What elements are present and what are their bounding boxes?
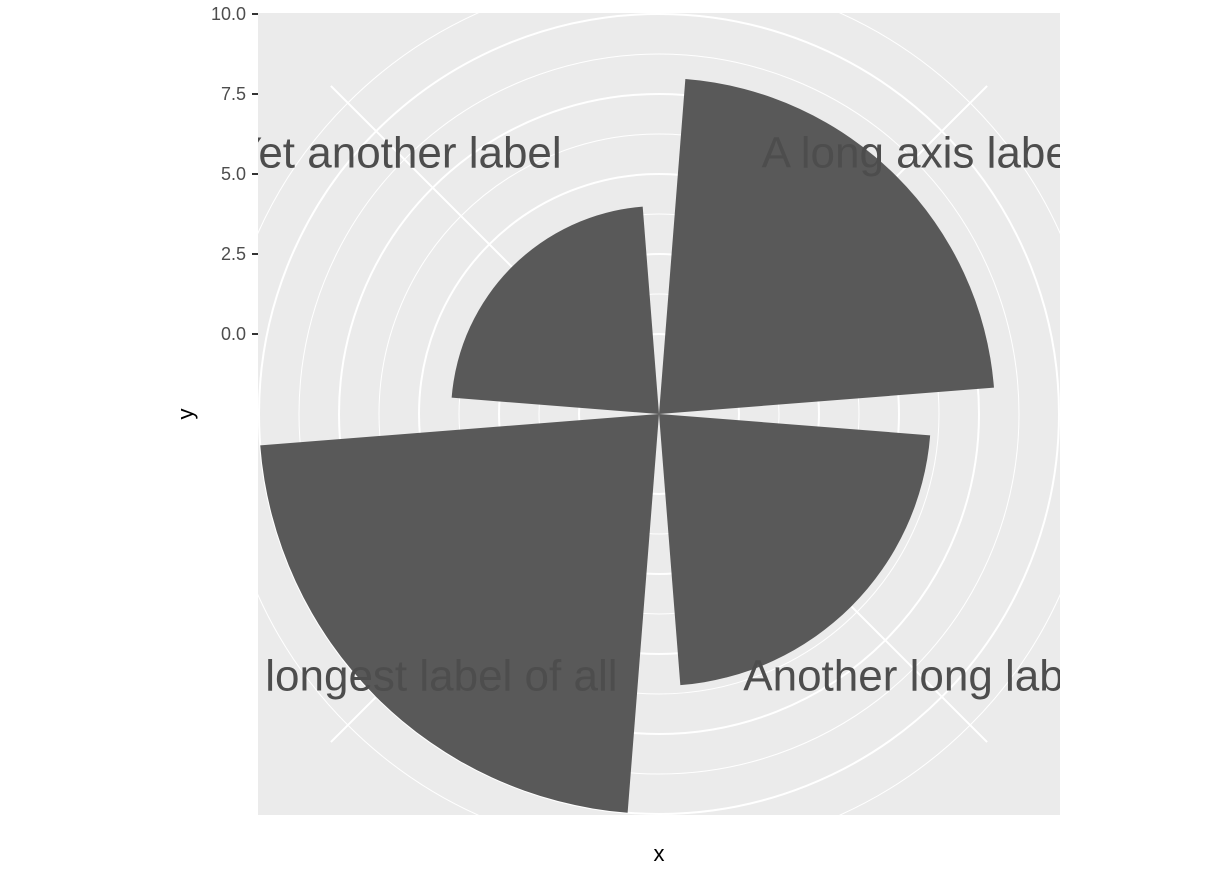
grid-circle-major [258,13,1060,815]
category-label: Another long label [743,652,1098,701]
x-axis-title: x [654,841,665,866]
grid-circle-major [418,173,900,655]
y-axis-title: y [173,409,198,420]
bar-wedge [260,414,659,813]
bar-wedge [659,79,994,415]
grid-circle-minor [378,133,940,695]
grid-circle-major [338,93,980,735]
category-label: A long axis label [762,128,1080,177]
bar-wedge [659,414,931,686]
grid-circle-minor [298,53,1020,775]
category-label: Yet another label [233,128,562,177]
category-label: The longest label of all [177,652,617,701]
y-tick-label: 0.0 [221,324,246,344]
y-tick-label: 7.5 [221,84,246,104]
y-tick-label: 5.0 [221,164,246,184]
y-tick-label: 10.0 [211,4,246,24]
grid-circle-minor [458,213,860,615]
grid-circle-major [578,333,740,495]
grid-circle-major [498,253,820,575]
y-tick-label: 2.5 [221,244,246,264]
bar-wedge [451,206,659,414]
grid-circle-minor [538,293,780,535]
